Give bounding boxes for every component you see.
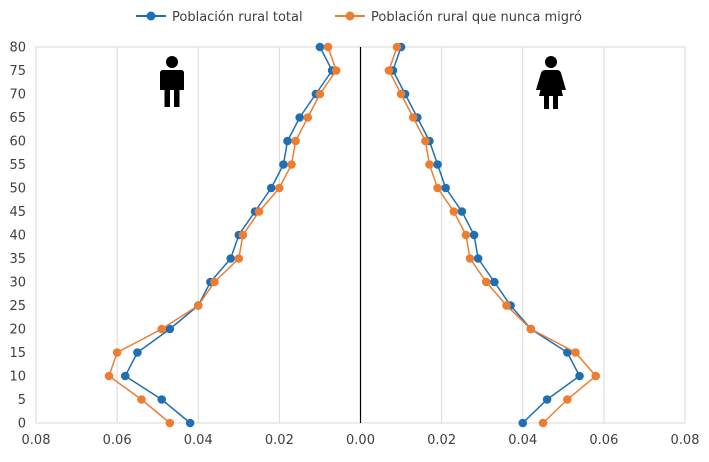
- data-point-never-migrated-left[interactable]: [193, 301, 203, 310]
- y-tick-label: 30: [9, 276, 26, 291]
- data-point-total-left[interactable]: [266, 183, 276, 193]
- data-point-never-migrated-left[interactable]: [331, 66, 341, 75]
- data-point-never-migrated-left[interactable]: [137, 395, 146, 404]
- series-layer: [104, 42, 601, 428]
- data-point-never-migrated-right[interactable]: [461, 230, 471, 240]
- data-point-total-right[interactable]: [473, 254, 483, 263]
- data-point-never-migrated-left[interactable]: [238, 230, 248, 240]
- x-tick-label: 0.00: [346, 433, 375, 448]
- data-point-never-migrated-right[interactable]: [502, 301, 511, 310]
- data-point-never-migrated-left[interactable]: [291, 136, 300, 146]
- data-point-never-migrated-right[interactable]: [392, 42, 402, 52]
- y-tick-label: 60: [9, 135, 26, 150]
- data-point-never-migrated-right[interactable]: [538, 418, 548, 428]
- data-point-never-migrated-right[interactable]: [563, 395, 572, 404]
- legend-label-never-migrated: Población rural que nunca migró: [371, 10, 582, 25]
- y-tick-label: 40: [9, 229, 26, 244]
- data-point-never-migrated-left[interactable]: [210, 277, 219, 287]
- data-point-never-migrated-right[interactable]: [526, 324, 536, 334]
- data-point-never-migrated-left[interactable]: [234, 254, 244, 263]
- data-point-total-right[interactable]: [518, 418, 528, 428]
- data-point-total-left[interactable]: [157, 395, 167, 404]
- data-point-total-right[interactable]: [563, 348, 572, 357]
- data-point-never-migrated-left[interactable]: [275, 183, 284, 193]
- data-point-never-migrated-right[interactable]: [571, 348, 580, 357]
- data-point-total-left[interactable]: [185, 418, 195, 428]
- legend-item-total[interactable]: Población rural total: [136, 10, 303, 25]
- legend: Población rural total Población rural qu…: [136, 10, 582, 25]
- data-point-never-migrated-left[interactable]: [165, 418, 175, 428]
- x-tick-label: 0.08: [22, 433, 51, 448]
- data-point-never-migrated-right[interactable]: [465, 254, 475, 263]
- series-line-never-migrated-left: [108, 46, 337, 424]
- y-tick-label: 15: [9, 346, 26, 361]
- data-point-never-migrated-right[interactable]: [591, 371, 601, 381]
- x-tick-label: 0.04: [184, 433, 213, 448]
- legend-label-total: Población rural total: [172, 10, 303, 25]
- data-point-total-left[interactable]: [165, 324, 175, 334]
- y-tick-label: 80: [9, 41, 26, 56]
- legend-item-never-migrated[interactable]: Población rural que nunca migró: [335, 10, 582, 25]
- data-point-total-right[interactable]: [542, 395, 552, 404]
- y-tick-label: 70: [9, 88, 26, 103]
- data-point-never-migrated-left[interactable]: [157, 324, 167, 334]
- data-point-never-migrated-right[interactable]: [433, 183, 442, 193]
- data-point-total-right[interactable]: [457, 207, 467, 216]
- legend-marker-never-migrated: [345, 11, 355, 21]
- y-tick-label: 45: [9, 205, 26, 220]
- x-tick-label: 0.06: [103, 433, 132, 448]
- data-point-never-migrated-left[interactable]: [323, 42, 333, 52]
- data-point-total-left[interactable]: [295, 113, 304, 122]
- data-point-never-migrated-right[interactable]: [396, 89, 406, 99]
- data-point-total-right[interactable]: [490, 277, 499, 287]
- x-tick-label: 0.02: [265, 433, 294, 448]
- data-point-never-migrated-right[interactable]: [449, 207, 459, 216]
- x-tick-label: 0.02: [427, 433, 456, 448]
- data-point-never-migrated-left[interactable]: [112, 348, 122, 357]
- y-tick-label: 5: [18, 393, 26, 408]
- data-point-total-right[interactable]: [441, 183, 450, 193]
- x-axis: 0.08 0.06 0.04 0.02 0.00 0.02 0.04 0.06 0.08: [22, 433, 700, 448]
- data-point-never-migrated-left[interactable]: [315, 89, 325, 99]
- y-tick-label: 0: [18, 417, 26, 432]
- male-person-icon: [160, 56, 184, 107]
- y-tick-label: 25: [9, 299, 26, 314]
- data-point-never-migrated-left[interactable]: [287, 160, 296, 169]
- data-point-never-migrated-right[interactable]: [384, 66, 394, 75]
- y-tick-label: 75: [9, 64, 26, 79]
- x-tick-label: 0.04: [508, 433, 537, 448]
- series-line-total-left: [124, 46, 333, 424]
- vertical-gridlines: [35, 47, 686, 423]
- data-point-total-right[interactable]: [469, 230, 479, 240]
- data-point-total-right[interactable]: [433, 160, 442, 169]
- data-point-total-left[interactable]: [315, 42, 325, 52]
- data-point-never-migrated-right[interactable]: [425, 160, 434, 169]
- y-tick-label: 65: [9, 111, 26, 126]
- data-point-never-migrated-right[interactable]: [481, 277, 491, 287]
- data-point-total-left[interactable]: [279, 160, 288, 169]
- data-point-never-migrated-right[interactable]: [408, 113, 418, 122]
- data-point-never-migrated-right[interactable]: [421, 136, 430, 146]
- y-tick-label: 55: [9, 158, 26, 173]
- y-tick-label: 50: [9, 182, 26, 197]
- data-point-total-left[interactable]: [226, 254, 235, 263]
- data-point-total-left[interactable]: [120, 371, 130, 381]
- data-point-total-left[interactable]: [283, 136, 292, 146]
- data-point-never-migrated-left[interactable]: [104, 371, 114, 381]
- legend-marker-total: [146, 11, 156, 21]
- series-line-total-right: [392, 46, 581, 424]
- y-tick-label: 10: [9, 370, 26, 385]
- y-tick-label: 20: [9, 323, 26, 338]
- y-tick-label: 35: [9, 252, 26, 267]
- data-point-never-migrated-left[interactable]: [303, 113, 313, 122]
- series-line-never-migrated-right: [388, 46, 597, 424]
- data-point-total-left[interactable]: [133, 348, 142, 357]
- data-point-never-migrated-left[interactable]: [254, 207, 264, 216]
- x-tick-label: 0.08: [671, 433, 700, 448]
- female-person-icon: [536, 56, 566, 109]
- x-tick-label: 0.06: [589, 433, 618, 448]
- y-axis: 0 5 10 15 20 25 30 35 40 45 50 55 60 65 70 75 80: [9, 41, 26, 432]
- data-point-total-right[interactable]: [575, 371, 584, 381]
